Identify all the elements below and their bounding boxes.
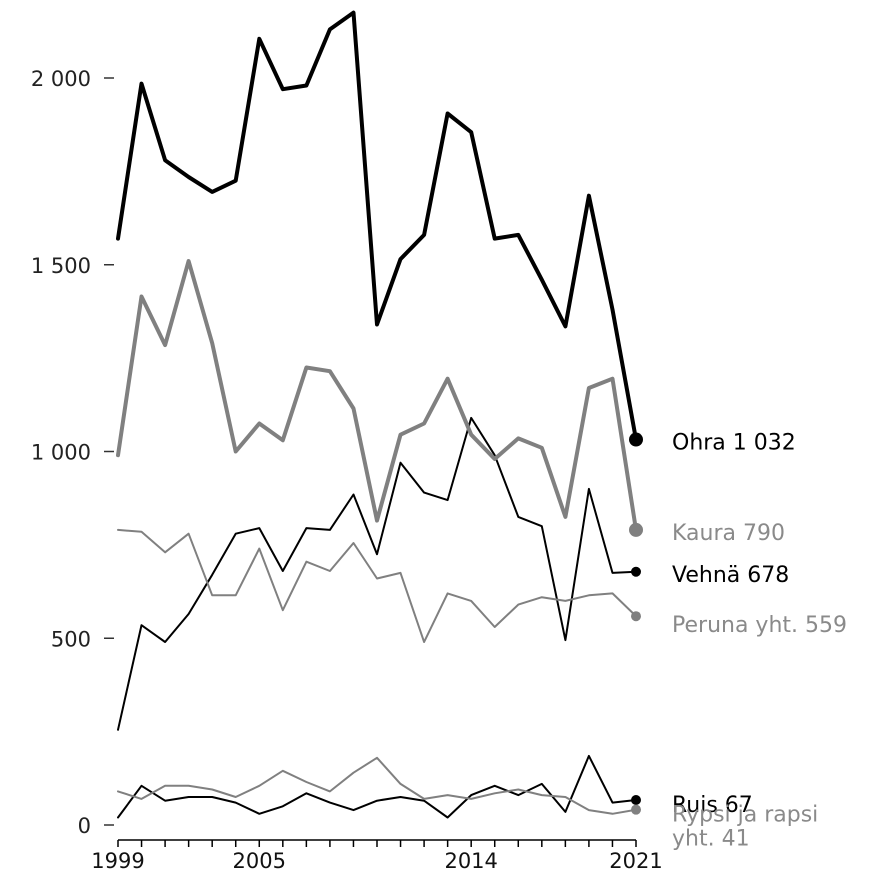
series-label-line: Ruis 67 — [672, 793, 753, 818]
series-label-0: Ohra 1 032 — [672, 431, 796, 456]
x-tick-label: 2005 — [233, 849, 286, 871]
series-label-line: yht. 41 — [672, 827, 750, 852]
series-label-line: Peruna yht. 559 — [672, 613, 847, 638]
end-marker-0 — [629, 432, 643, 447]
series-label-line: Kaura 790 — [672, 521, 785, 546]
x-tick-label: 2021 — [609, 849, 662, 871]
series-line-4 — [117, 754, 637, 819]
series-line-0 — [116, 10, 638, 442]
y-tick-label: 500 — [51, 627, 91, 651]
y-tick-label: 0 — [78, 814, 91, 838]
series-lines — [116, 10, 638, 819]
end-marker-3 — [631, 611, 641, 622]
series-line-2 — [117, 416, 637, 731]
series-line-3 — [117, 528, 637, 643]
end-markers — [629, 432, 643, 815]
y-tick-label: 2 000 — [31, 67, 91, 91]
y-tick-label: 1 500 — [31, 254, 91, 278]
series-label-line: Ohra 1 032 — [672, 431, 796, 456]
end-marker-1 — [629, 522, 643, 537]
y-tick-label: 1 000 — [31, 441, 91, 465]
series-label-5: Rypsi ja rapsi yht. 41 — [672, 803, 818, 852]
series-line-5 — [117, 756, 637, 815]
series-label-4: Ruis 67 — [672, 793, 753, 818]
series-label-line: Vehnä 678 — [672, 563, 789, 588]
series-label-3: Peruna yht. 559 — [672, 613, 847, 638]
y-axis: 0 500 1 000 1 500 2 000 — [31, 67, 114, 838]
end-marker-5 — [631, 804, 641, 815]
series-label-1: Kaura 790 — [672, 521, 785, 546]
x-tick-label: 2014 — [444, 849, 497, 871]
end-marker-2 — [631, 566, 641, 577]
series-label-line: Rypsi ja rapsi — [672, 803, 818, 828]
end-marker-4 — [631, 794, 641, 805]
x-axis: 1999 2005 2014 2021 — [91, 839, 663, 871]
series-label-2: Vehnä 678 — [672, 563, 789, 588]
x-tick-label: 1999 — [91, 849, 144, 871]
series-line-1 — [116, 259, 638, 532]
series-labels: Ohra 1 032 Kaura 790 Vehnä 678 Peruna yht. … — [672, 431, 847, 852]
